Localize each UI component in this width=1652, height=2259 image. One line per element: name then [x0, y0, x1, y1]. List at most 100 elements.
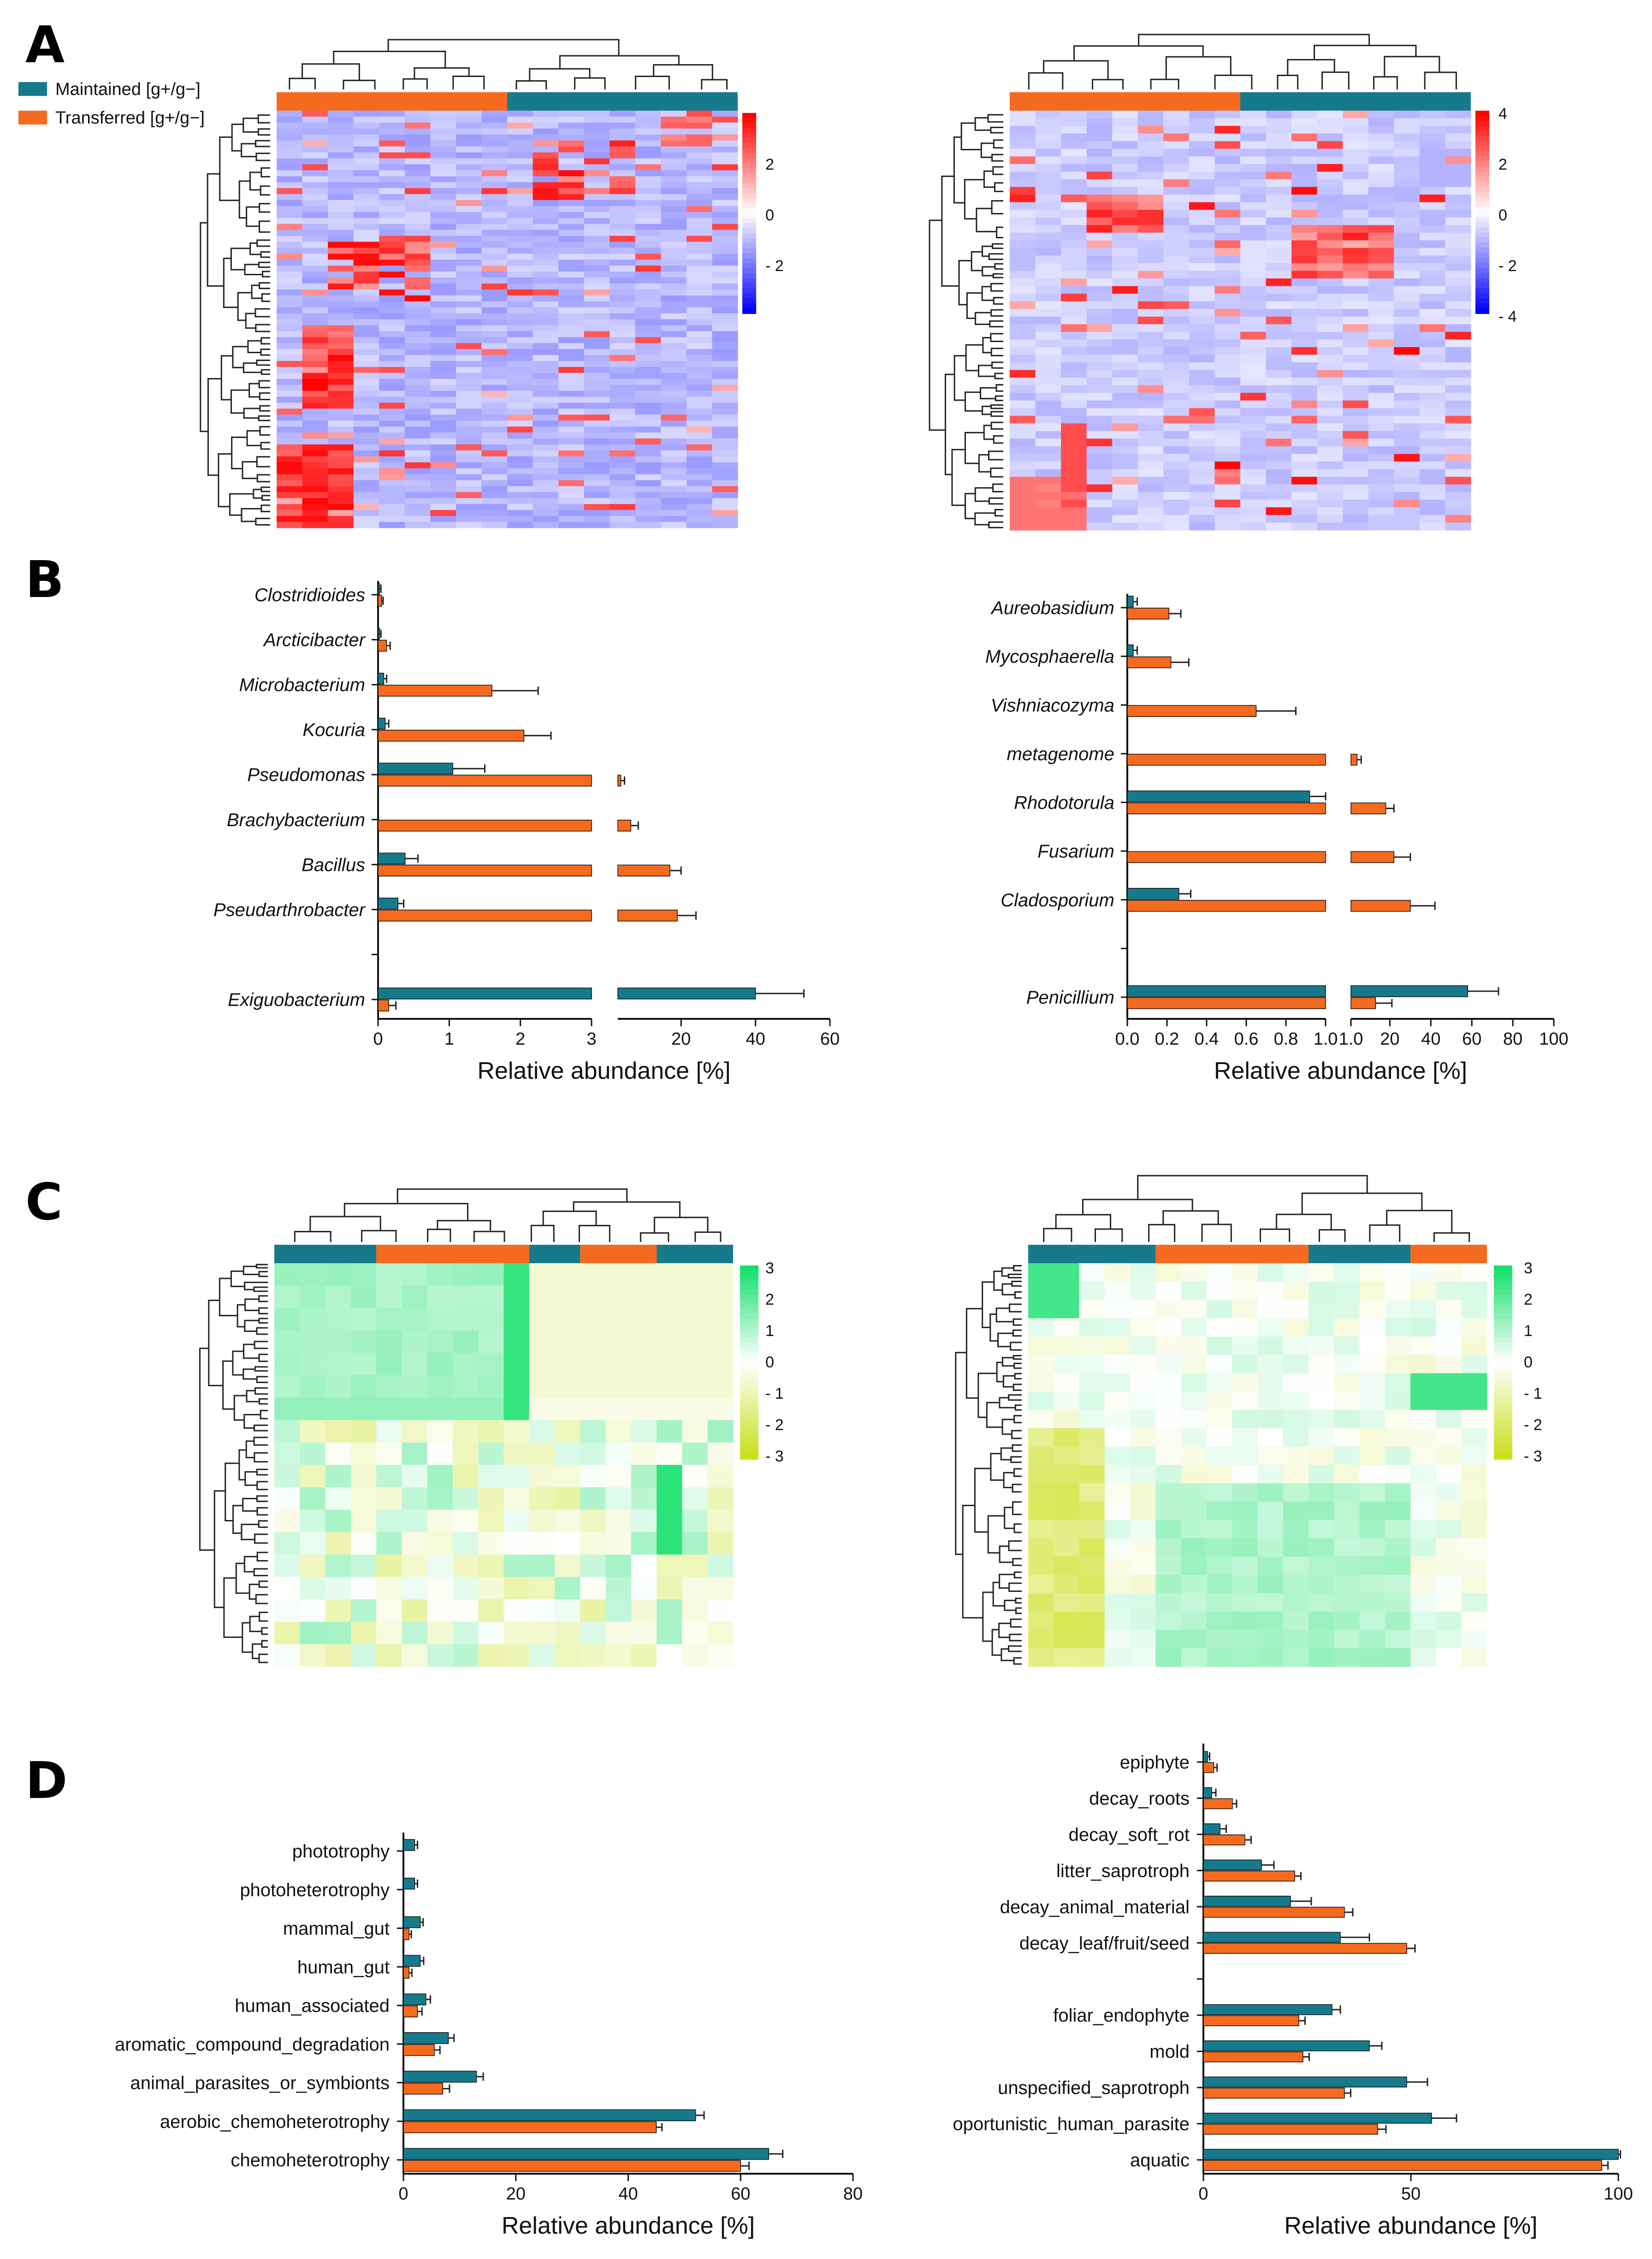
dendrogram-branch [242, 1622, 253, 1653]
heatmap-cell [1137, 248, 1164, 256]
heatmap-cell [1283, 1281, 1309, 1301]
heatmap-cell [1061, 507, 1087, 515]
heatmap-cell [328, 182, 354, 189]
dendrogram-branch [233, 1395, 247, 1421]
dendrogram-branch [242, 1498, 257, 1512]
heatmap-cell [507, 134, 533, 141]
colorbar-segment [1475, 258, 1489, 263]
bar-transferred [378, 910, 592, 922]
bar-maintained [403, 2070, 477, 2083]
heatmap-cell [379, 355, 405, 361]
heatmap-cell [379, 396, 405, 403]
heatmap-cell [379, 212, 405, 219]
dendrogram-branch [999, 1573, 1015, 1589]
heatmap-cell [404, 355, 431, 361]
heatmap-cell [507, 384, 533, 391]
dendrogram-branch [1012, 1329, 1022, 1337]
heatmap-cell [456, 134, 482, 141]
colorbar-segment [742, 118, 756, 124]
heatmap-cell [302, 349, 328, 355]
dendrogram-branch [995, 395, 1003, 402]
heatmap-cell [302, 182, 328, 189]
heatmap-cell [1394, 202, 1420, 210]
category-label: photoheterotrophy [240, 1880, 390, 1900]
heatmap-cell [1163, 225, 1190, 233]
heatmap-cell [682, 1375, 708, 1398]
colorbar-tick: 0 [765, 1354, 774, 1371]
heatmap-cell [328, 200, 354, 207]
heatmap-cell [1137, 202, 1164, 210]
heatmap-cell [584, 355, 610, 361]
heatmap-cell [456, 486, 482, 493]
colorbar-segment [1475, 222, 1489, 228]
heatmap-cell [430, 396, 456, 403]
heatmap-cell [686, 432, 713, 439]
heatmap-cell [580, 1330, 606, 1354]
heatmap-cell [1054, 1593, 1080, 1612]
heatmap-cell [661, 355, 687, 361]
heatmap-cell [1266, 301, 1292, 309]
heatmap-cell [584, 122, 610, 129]
heatmap-cell [350, 1397, 377, 1420]
bar-maintained [403, 1916, 421, 1928]
heatmap-cell [302, 355, 328, 361]
x-axis-title: Relative abundance [%] [477, 1058, 730, 1084]
heatmap-cell [1010, 294, 1036, 302]
heatmap-cell [507, 182, 533, 189]
heatmap-cell [1163, 118, 1190, 126]
heatmap-cell [635, 295, 661, 302]
heatmap-cell [328, 396, 354, 403]
heatmap-cell [302, 301, 328, 308]
heatmap-cell [558, 266, 585, 272]
x-tick-label: 0 [398, 2184, 408, 2204]
heatmap-cell [584, 325, 610, 331]
heatmap-cell [1394, 301, 1420, 309]
heatmap-cell [1010, 522, 1036, 531]
heatmap-cell [353, 426, 379, 433]
heatmap-cell [456, 218, 482, 225]
heatmap-cell [1309, 1575, 1334, 1594]
dendrogram-branch [990, 411, 1003, 417]
heatmap-cell [328, 188, 354, 195]
heatmap-cell [712, 176, 738, 183]
category-label: Microbacterium [239, 675, 365, 695]
category-label: chemoheterotrophy [231, 2150, 390, 2170]
heatmap-cell [1035, 370, 1061, 378]
heatmap-cell [1283, 1630, 1309, 1649]
heatmap-cell [1317, 164, 1343, 172]
heatmap-cell [1137, 133, 1164, 142]
heatmap-cell [1137, 187, 1164, 195]
heatmap-cell [302, 498, 328, 504]
dendrogram-branch [1014, 1291, 1022, 1299]
heatmap-cell [456, 480, 482, 487]
heatmap-cell [430, 182, 456, 189]
bar-chart-d-left: phototrophyphotoheterotrophymammal_guthu… [115, 1833, 863, 2239]
heatmap-cell [325, 1308, 351, 1331]
heatmap-cell [456, 170, 482, 177]
heatmap-cell [1137, 309, 1164, 317]
dendrogram-branch [1319, 1229, 1346, 1242]
heatmap-cell [1155, 1336, 1182, 1355]
heatmap-cell [1010, 378, 1036, 386]
heatmap-cell [277, 111, 303, 117]
heatmap-cell [635, 218, 661, 225]
bar-transferred-cont [617, 820, 631, 832]
heatmap-cell [1257, 1391, 1284, 1410]
heatmap-cell [1445, 133, 1471, 142]
heatmap-cell [353, 230, 379, 237]
heatmap-cell [328, 355, 354, 361]
heatmap-cell [1291, 195, 1318, 203]
heatmap-cell [1343, 514, 1369, 523]
dendrogram-branch [249, 383, 260, 398]
heatmap-cell [1445, 507, 1471, 515]
heatmap-cell [1189, 111, 1215, 119]
bar-transferred [1203, 2015, 1299, 2026]
heatmap-cell [1385, 1538, 1411, 1557]
heatmap-cell [274, 1465, 300, 1488]
heatmap-cell [1266, 148, 1292, 157]
heatmap-cell [404, 301, 431, 308]
heatmap-cell [404, 134, 431, 141]
colorbar-segment [1494, 1299, 1512, 1305]
heatmap-cell [507, 158, 533, 165]
heatmap-cell [325, 1442, 351, 1466]
